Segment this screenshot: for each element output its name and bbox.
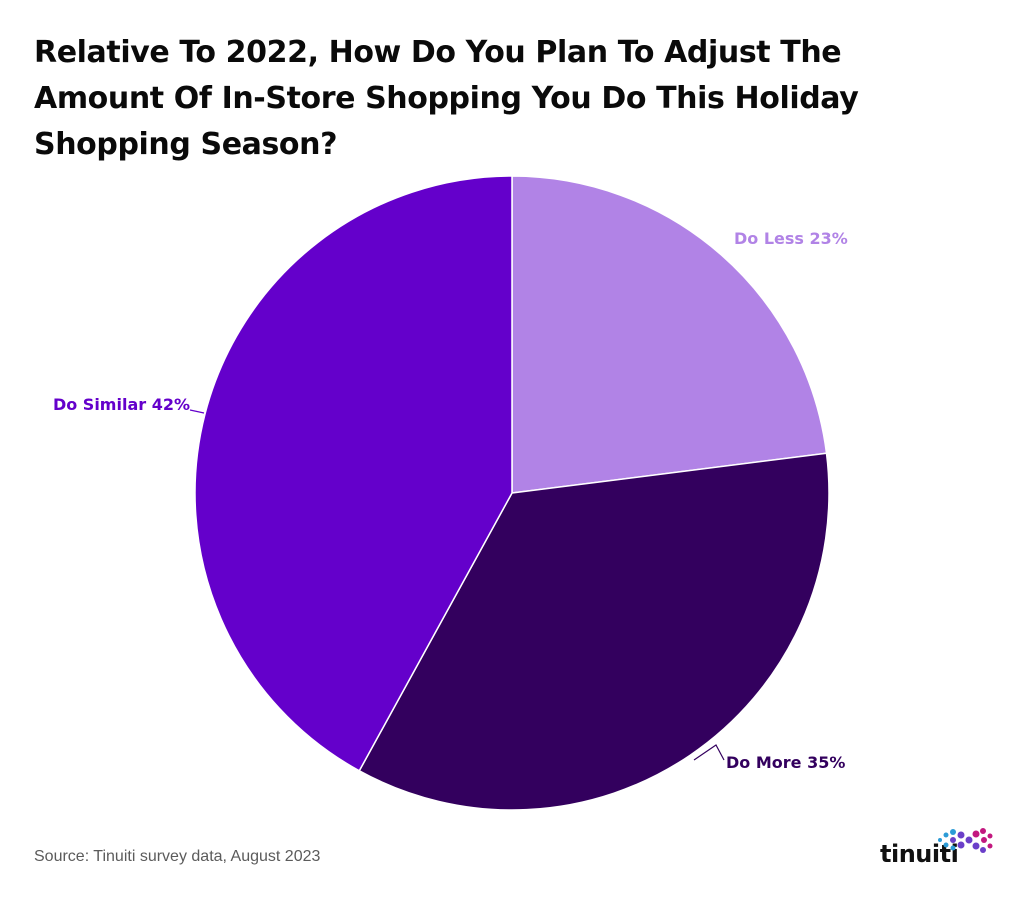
slice-label: Do Less 23% [734, 229, 848, 248]
logo-dot [972, 842, 980, 850]
logo-dot [943, 842, 949, 848]
logo-dot [981, 837, 987, 843]
logo-dot [957, 831, 965, 839]
logo-dot [980, 828, 986, 834]
logo-dot [950, 837, 956, 843]
slice-label: Do More 35% [726, 753, 845, 772]
logo-dot [980, 847, 986, 853]
chart-title: Relative To 2022, How Do You Plan To Adj… [34, 35, 859, 162]
logo-dot [972, 830, 980, 838]
pie-slice-do-less [511, 175, 828, 494]
pie-slice-do-more [358, 452, 830, 811]
tinuiti-logo: tinuiti [880, 826, 1000, 876]
logo-dot [950, 829, 956, 835]
logo-dot [950, 845, 956, 851]
logo-dot [943, 832, 949, 838]
logo-mark-icon [938, 828, 993, 853]
label-leader-line [693, 744, 725, 761]
pie-slice-do-similar [194, 175, 513, 772]
logo-dot [965, 836, 973, 844]
logo-dot [987, 843, 993, 849]
source-note: Source: Tinuiti survey data, August 2023 [34, 848, 321, 865]
label-leader-line [189, 409, 205, 414]
logo-dot [987, 833, 993, 839]
logo-dot [957, 841, 965, 849]
logo-dot [938, 838, 942, 842]
slice-label: Do Similar 42% [53, 395, 190, 414]
